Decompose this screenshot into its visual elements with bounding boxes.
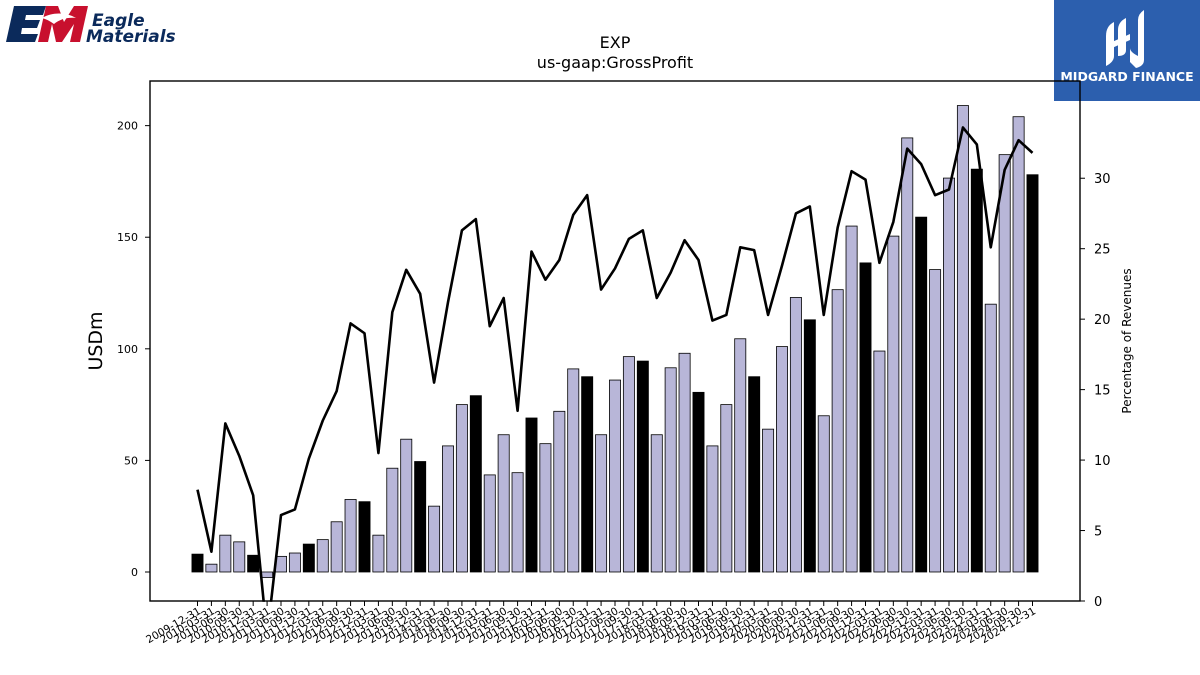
bar-2024-06-30 — [998, 154, 1011, 573]
bar-2016-06-30 — [553, 410, 566, 573]
bar-2020-12-31 — [803, 319, 816, 573]
bar-2012-12-31 — [358, 501, 371, 573]
y2-tick-label-20: 20 — [1094, 313, 1111, 328]
bar-2012-09-30 — [344, 499, 357, 573]
plot-area: 0501001502000510152025302009-12-312010-0… — [0, 80, 1200, 675]
bar-2011-12-31 — [302, 543, 315, 573]
bar-2023-06-30 — [943, 177, 955, 573]
bar-2020-03-31 — [762, 428, 775, 573]
bar-2020-06-30 — [776, 346, 788, 573]
bar-2024-09-30 — [1012, 116, 1025, 573]
y-tick-label-100: 100 — [117, 343, 138, 356]
bar-2017-09-30 — [622, 356, 635, 573]
bar-2015-09-30 — [511, 472, 524, 573]
bar-2018-06-30 — [664, 367, 677, 573]
logo-text-materials: Materials — [86, 27, 176, 46]
company-logo: Eagle Materials — [4, 4, 176, 47]
y-tick-label-50: 50 — [124, 454, 138, 467]
bar-2023-09-30 — [956, 105, 969, 573]
bar-2011-03-31 — [261, 571, 274, 578]
y-tick-label-0: 0 — [131, 566, 138, 579]
bar-2023-12-31 — [970, 168, 983, 573]
bar-2014-09-30 — [455, 404, 468, 573]
bar-2023-03-31 — [929, 269, 942, 573]
bar-2021-09-30 — [845, 225, 858, 573]
y2-tick-label-30: 30 — [1094, 172, 1111, 187]
bar-2013-09-30 — [400, 438, 413, 573]
publisher-logo-text: MIDGARD FINANCE — [1060, 69, 1193, 84]
bar-2021-06-30 — [831, 289, 844, 573]
y2-tick-label-25: 25 — [1094, 243, 1111, 258]
bar-2018-09-30 — [678, 352, 691, 573]
bar-2018-12-31 — [692, 391, 705, 573]
bar-2019-03-31 — [706, 445, 719, 573]
bar-2012-06-30 — [330, 521, 343, 573]
bar-2022-03-31 — [873, 350, 886, 573]
y2-tick-label-0: 0 — [1094, 595, 1102, 610]
bar-2015-03-31 — [483, 474, 496, 573]
y-axis-label: USDm — [85, 311, 107, 370]
bar-2009-12-31 — [191, 553, 204, 573]
bar-2018-03-31 — [650, 434, 663, 573]
bar-2013-12-31 — [414, 461, 427, 573]
bar-2019-06-30 — [720, 404, 733, 573]
bar-2015-06-30 — [497, 434, 510, 573]
bar-2014-06-30 — [442, 445, 454, 573]
y-tick-label-150: 150 — [117, 231, 138, 244]
midgard-logo-icon — [1106, 10, 1144, 68]
bar-2013-03-31 — [372, 534, 385, 573]
bar-2021-12-31 — [859, 262, 872, 573]
bar-2015-12-31 — [525, 417, 538, 573]
chart-subtitle: us-gaap:GrossProfit — [537, 53, 693, 72]
bar-2012-03-31 — [316, 539, 329, 573]
bar-2010-03-31 — [205, 563, 218, 573]
y2-tick-label-15: 15 — [1094, 384, 1111, 399]
y2-tick-label-10: 10 — [1094, 454, 1111, 469]
percentage-of-revenues-line — [196, 126, 1034, 638]
bar-2010-09-30 — [233, 541, 246, 573]
bar-2020-09-30 — [789, 297, 802, 573]
bar-2022-06-30 — [887, 235, 900, 573]
bar-2022-09-30 — [901, 137, 914, 573]
frame-mask-bottom — [0, 601, 1200, 675]
bar-2016-03-31 — [539, 443, 552, 573]
bar-2017-12-31 — [636, 360, 649, 573]
bar-2017-03-31 — [595, 434, 608, 573]
bar-2017-06-30 — [609, 379, 621, 573]
bar-2019-12-31 — [748, 376, 761, 573]
y-tick-label-200: 200 — [117, 120, 138, 133]
bar-2014-03-31 — [428, 505, 441, 573]
bar-2010-06-30 — [219, 534, 232, 573]
publisher-logo: MIDGARD FINANCE — [1054, 0, 1200, 101]
logo-text-eagle: Eagle — [92, 11, 145, 31]
bar-2022-12-31 — [915, 216, 928, 573]
y2-axis-label: Percentage of Revenues — [1120, 268, 1134, 413]
bar-2016-12-31 — [581, 376, 594, 573]
bar-2024-03-31 — [984, 303, 997, 573]
y2-tick-label-5: 5 — [1094, 525, 1102, 540]
bar-2014-12-31 — [469, 395, 482, 573]
bar-2024-12-31 — [1026, 174, 1039, 573]
bar-2019-09-30 — [734, 338, 747, 573]
bar-2016-09-30 — [567, 368, 580, 573]
chart-title: EXP — [600, 33, 631, 52]
logo-mark-e — [6, 6, 46, 42]
bar-2011-09-30 — [288, 552, 301, 573]
bar-2021-03-31 — [817, 415, 830, 573]
eagle-icon — [42, 13, 76, 24]
bar-2010-12-31 — [247, 554, 260, 573]
bar-2013-06-30 — [386, 467, 399, 573]
